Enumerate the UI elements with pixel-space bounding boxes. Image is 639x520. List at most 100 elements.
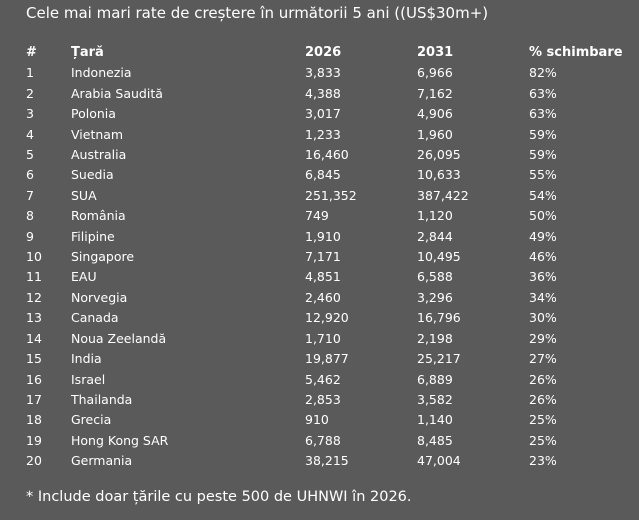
rank-cell: 18 bbox=[26, 412, 42, 428]
change-cell: 26% bbox=[529, 371, 557, 387]
value-2026-cell: 2,853 bbox=[305, 391, 341, 407]
header-rank: # bbox=[26, 45, 37, 60]
table-row: 7 SUA 251,352 387,422 54% bbox=[26, 186, 634, 206]
rank-cell: 7 bbox=[26, 187, 34, 203]
value-2031-cell: 47,004 bbox=[417, 453, 461, 469]
change-cell: 63% bbox=[529, 106, 557, 122]
growth-table: # Țară 2026 2031 % schimbare 1 Indonezia 3… bbox=[26, 43, 634, 472]
rank-cell: 9 bbox=[26, 228, 34, 244]
value-2026-cell: 7,171 bbox=[305, 249, 341, 265]
value-2031-cell: 7,162 bbox=[417, 85, 453, 101]
rank-cell: 10 bbox=[26, 249, 42, 265]
country-cell: Norvegia bbox=[71, 289, 128, 305]
change-cell: 59% bbox=[529, 147, 557, 163]
value-2031-cell: 8,485 bbox=[417, 432, 453, 448]
value-2031-cell: 2,198 bbox=[417, 330, 453, 346]
rank-cell: 17 bbox=[26, 391, 42, 407]
table-row: 8 România 749 1,120 50% bbox=[26, 206, 634, 226]
rank-cell: 16 bbox=[26, 371, 42, 387]
country-cell: Arabia Saudită bbox=[71, 85, 163, 101]
rank-cell: 2 bbox=[26, 85, 34, 101]
country-cell: Hong Kong SAR bbox=[71, 432, 169, 448]
table-row: 16 Israel 5,462 6,889 26% bbox=[26, 370, 634, 390]
change-cell: 34% bbox=[529, 289, 557, 305]
page-title: Cele mai mari rate de creștere în următo… bbox=[26, 4, 489, 22]
value-2031-cell: 10,633 bbox=[417, 167, 461, 183]
header-2031: 2031 bbox=[417, 45, 454, 60]
table-row: 3 Polonia 3,017 4,906 63% bbox=[26, 104, 634, 124]
value-2026-cell: 3,017 bbox=[305, 106, 341, 122]
value-2031-cell: 1,120 bbox=[417, 208, 453, 224]
change-cell: 46% bbox=[529, 249, 557, 265]
value-2026-cell: 1,710 bbox=[305, 330, 341, 346]
country-cell: Suedia bbox=[71, 167, 114, 183]
rank-cell: 20 bbox=[26, 453, 42, 469]
value-2031-cell: 25,217 bbox=[417, 351, 461, 367]
country-cell: Thailanda bbox=[71, 391, 133, 407]
header-change: % schimbare bbox=[529, 45, 623, 60]
table-row: 2 Arabia Saudită 4,388 7,162 63% bbox=[26, 84, 634, 104]
table-row: 5 Australia 16,460 26,095 59% bbox=[26, 145, 634, 165]
country-cell: SUA bbox=[71, 187, 97, 203]
change-cell: 30% bbox=[529, 310, 557, 326]
value-2026-cell: 6,788 bbox=[305, 432, 341, 448]
change-cell: 23% bbox=[529, 453, 557, 469]
value-2026-cell: 19,877 bbox=[305, 351, 349, 367]
value-2031-cell: 6,966 bbox=[417, 65, 453, 81]
table-row: 4 Vietnam 1,233 1,960 59% bbox=[26, 125, 634, 145]
table-row: 14 Noua Zeelandă 1,710 2,198 29% bbox=[26, 329, 634, 349]
value-2031-cell: 1,140 bbox=[417, 412, 453, 428]
rank-cell: 12 bbox=[26, 289, 42, 305]
change-cell: 59% bbox=[529, 126, 557, 142]
value-2031-cell: 26,095 bbox=[417, 147, 461, 163]
value-2031-cell: 387,422 bbox=[417, 187, 469, 203]
country-cell: Noua Zeelandă bbox=[71, 330, 167, 346]
value-2026-cell: 2,460 bbox=[305, 289, 341, 305]
table-row: 17 Thailanda 2,853 3,582 26% bbox=[26, 390, 634, 410]
value-2026-cell: 6,845 bbox=[305, 167, 341, 183]
value-2031-cell: 3,296 bbox=[417, 289, 453, 305]
table-row: 11 EAU 4,851 6,588 36% bbox=[26, 267, 634, 287]
rank-cell: 4 bbox=[26, 126, 34, 142]
value-2026-cell: 251,352 bbox=[305, 187, 357, 203]
rank-cell: 15 bbox=[26, 351, 42, 367]
change-cell: 25% bbox=[529, 412, 557, 428]
rank-cell: 6 bbox=[26, 167, 34, 183]
value-2026-cell: 1,910 bbox=[305, 228, 341, 244]
country-cell: EAU bbox=[71, 269, 97, 285]
change-cell: 50% bbox=[529, 208, 557, 224]
table-row: 19 Hong Kong SAR 6,788 8,485 25% bbox=[26, 431, 634, 451]
country-cell: Australia bbox=[71, 147, 127, 163]
country-cell: România bbox=[71, 208, 126, 224]
value-2026-cell: 12,920 bbox=[305, 310, 349, 326]
value-2026-cell: 16,460 bbox=[305, 147, 349, 163]
change-cell: 49% bbox=[529, 228, 557, 244]
value-2026-cell: 38,215 bbox=[305, 453, 349, 469]
change-cell: 36% bbox=[529, 269, 557, 285]
value-2026-cell: 3,833 bbox=[305, 65, 341, 81]
country-cell: India bbox=[71, 351, 102, 367]
value-2031-cell: 2,844 bbox=[417, 228, 453, 244]
country-cell: Indonezia bbox=[71, 65, 132, 81]
country-cell: Singapore bbox=[71, 249, 135, 265]
value-2026-cell: 4,388 bbox=[305, 85, 341, 101]
value-2026-cell: 1,233 bbox=[305, 126, 341, 142]
change-cell: 63% bbox=[529, 85, 557, 101]
table-row: 12 Norvegia 2,460 3,296 34% bbox=[26, 288, 634, 308]
table-row: 13 Canada 12,920 16,796 30% bbox=[26, 308, 634, 328]
change-cell: 29% bbox=[529, 330, 557, 346]
change-cell: 82% bbox=[529, 65, 557, 81]
table-row: 18 Grecia 910 1,140 25% bbox=[26, 410, 634, 430]
value-2031-cell: 1,960 bbox=[417, 126, 453, 142]
change-cell: 25% bbox=[529, 432, 557, 448]
rank-cell: 5 bbox=[26, 147, 34, 163]
table-row: 20 Germania 38,215 47,004 23% bbox=[26, 451, 634, 471]
header-2026: 2026 bbox=[305, 45, 342, 60]
value-2026-cell: 749 bbox=[305, 208, 329, 224]
header-country: Țară bbox=[71, 45, 104, 60]
table-row: 15 India 19,877 25,217 27% bbox=[26, 349, 634, 369]
value-2026-cell: 4,851 bbox=[305, 269, 341, 285]
value-2026-cell: 910 bbox=[305, 412, 329, 428]
value-2026-cell: 5,462 bbox=[305, 371, 341, 387]
footnote: * Include doar țările cu peste 500 de UH… bbox=[26, 489, 412, 505]
